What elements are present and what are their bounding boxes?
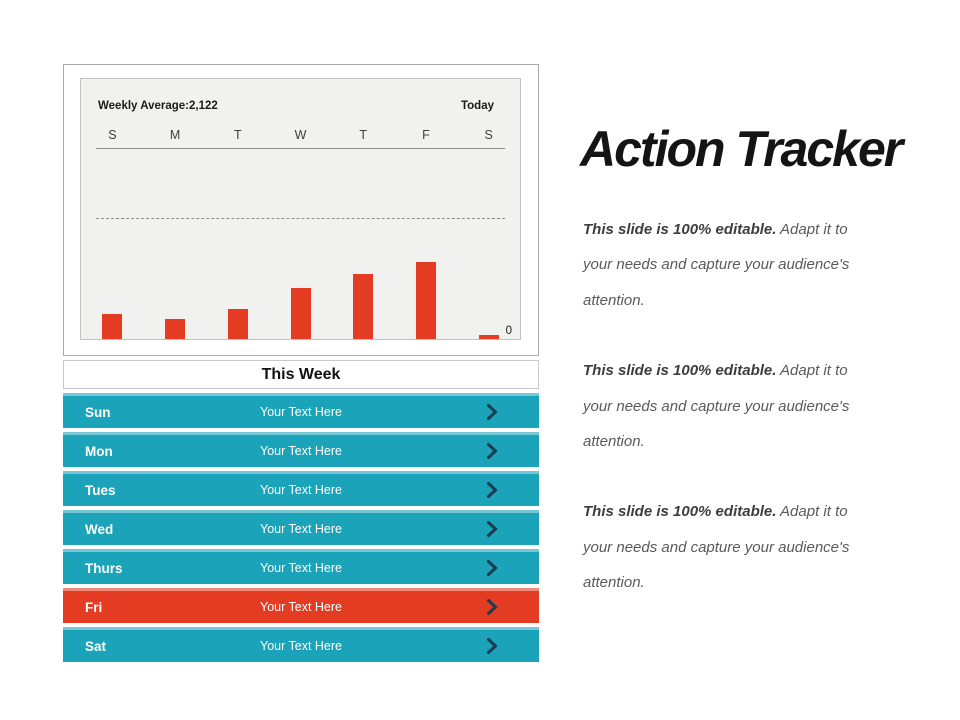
today-label: Today <box>460 100 494 112</box>
bar-column <box>81 314 144 339</box>
table-row[interactable]: Sat Your Text Here <box>63 627 539 662</box>
paragraph-rest: Adapt it to your needs and capture your … <box>583 362 850 451</box>
description-paragraphs: This slide is 100% editable. Adapt it to… <box>583 212 873 636</box>
day-axis-label: S <box>484 128 493 142</box>
average-dashed-line <box>96 218 505 219</box>
row-text-placeholder[interactable]: Your Text Here <box>260 522 342 536</box>
row-day-label: Mon <box>85 443 113 459</box>
paragraph-lead: This slide is 100% editable. <box>583 362 777 380</box>
chevron-right-icon[interactable] <box>486 521 498 538</box>
row-day-label: Fri <box>85 599 103 615</box>
bar <box>227 309 248 339</box>
row-day-label: Sat <box>85 638 107 654</box>
table-row[interactable]: Sun Your Text Here <box>63 393 539 428</box>
chevron-right-icon[interactable] <box>486 638 498 655</box>
row-text-placeholder[interactable]: Your Text Here <box>260 600 342 614</box>
row-day-label: Wed <box>85 521 114 537</box>
row-text-placeholder[interactable]: Your Text Here <box>260 639 342 653</box>
table-row[interactable]: Wed Your Text Here <box>63 510 539 545</box>
table-row[interactable]: Thurs Your Text Here <box>63 549 539 584</box>
description-paragraph: This slide is 100% editable. Adapt it to… <box>583 353 873 459</box>
paragraph-lead: This slide is 100% editable. <box>583 221 777 238</box>
day-axis-label: T <box>233 128 242 142</box>
day-axis-label: M <box>169 128 181 142</box>
table-rows: Sun Your Text Here Mon Your Text Here Tues Yo… <box>63 393 539 662</box>
bar-column <box>332 274 395 339</box>
bar-column <box>144 318 207 339</box>
day-axis-label: T <box>359 128 368 142</box>
bar <box>290 288 311 339</box>
weekly-chart-panel: Weekly Average:2,122 Today S M T W T F S 0 <box>63 64 539 356</box>
bar-column <box>269 288 332 339</box>
axis-line <box>96 148 505 149</box>
table-header-label: This Week <box>261 366 341 383</box>
page-title: Action Tracker <box>580 121 903 177</box>
description-paragraph: This slide is 100% editable. Adapt it to… <box>583 494 873 600</box>
bar <box>353 274 374 339</box>
bar <box>165 318 186 339</box>
week-table: This Week Sun Your Text Here Mon Your Text … <box>63 360 539 662</box>
table-row[interactable]: Mon Your Text Here <box>63 432 539 467</box>
bar-column <box>457 335 520 339</box>
weekly-average-label: Weekly Average:2,122 <box>98 100 218 112</box>
table-row[interactable]: Tues Your Text Here <box>63 471 539 506</box>
row-text-placeholder[interactable]: Your Text Here <box>260 405 342 419</box>
day-axis-label: W <box>294 128 307 142</box>
row-day-label: Thurs <box>85 560 123 576</box>
chevron-right-icon[interactable] <box>486 599 498 616</box>
day-axis-label: F <box>422 128 430 142</box>
paragraph-rest: Adapt it to your needs and capture your … <box>583 503 850 592</box>
bar-series <box>81 262 520 339</box>
day-axis-label: S <box>108 128 117 142</box>
row-day-label: Tues <box>85 482 116 498</box>
chart-header: Weekly Average:2,122 Today <box>81 79 520 112</box>
last-value-label: 0 <box>505 325 512 337</box>
weekly-bar-chart: Weekly Average:2,122 Today S M T W T F S 0 <box>80 78 521 340</box>
row-day-label: Sun <box>85 404 111 420</box>
chevron-right-icon[interactable] <box>486 560 498 577</box>
bar <box>478 335 499 339</box>
chevron-right-icon[interactable] <box>486 404 498 421</box>
table-row[interactable]: Fri Your Text Here <box>63 588 539 623</box>
table-header: This Week <box>63 360 539 389</box>
description-paragraph: This slide is 100% editable. Adapt it to… <box>583 212 873 318</box>
bar-column <box>206 309 269 339</box>
bar <box>415 262 436 339</box>
chevron-right-icon[interactable] <box>486 482 498 499</box>
bar-column <box>395 262 458 339</box>
row-text-placeholder[interactable]: Your Text Here <box>260 561 342 575</box>
bar <box>102 314 123 339</box>
paragraph-lead: This slide is 100% editable. <box>583 503 777 521</box>
row-text-placeholder[interactable]: Your Text Here <box>260 444 342 458</box>
paragraph-rest: Adapt it to your needs and capture your … <box>583 221 850 309</box>
chevron-right-icon[interactable] <box>486 443 498 460</box>
row-text-placeholder[interactable]: Your Text Here <box>260 483 342 497</box>
